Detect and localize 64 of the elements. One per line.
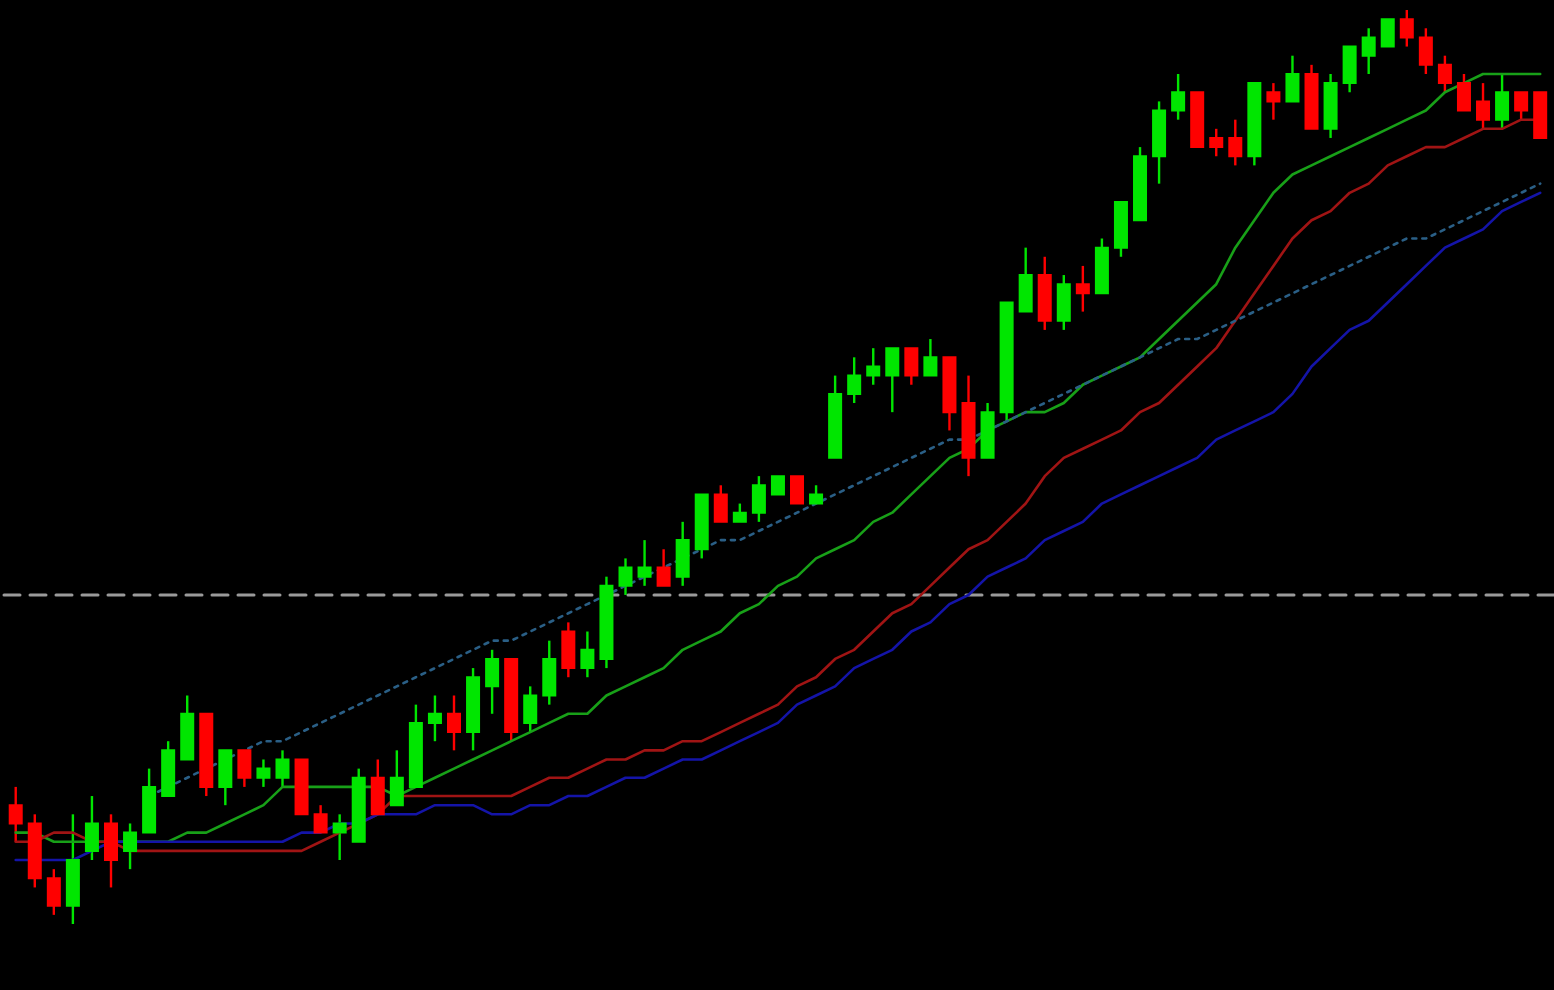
candlestick <box>1113 200 1128 258</box>
candlestick <box>218 749 233 807</box>
candlestick <box>1380 18 1395 48</box>
candlestick <box>580 630 595 679</box>
candlestick <box>1209 127 1224 158</box>
candlestick <box>923 337 938 377</box>
candlestick <box>809 484 824 505</box>
candlestick <box>1037 255 1052 332</box>
candlestick <box>904 346 919 386</box>
candlestick <box>885 346 900 414</box>
candlestick <box>732 502 747 524</box>
candlestick <box>485 648 500 715</box>
candlestick <box>313 803 328 834</box>
candlestick <box>770 475 785 496</box>
candlestick <box>1418 27 1433 76</box>
candlestick <box>1228 118 1243 167</box>
candlestick <box>1056 273 1071 332</box>
candlestick <box>447 694 461 752</box>
candlestick <box>123 822 138 871</box>
candlestick <box>237 749 252 789</box>
candlestick <box>637 538 652 588</box>
candlestick <box>1171 72 1186 121</box>
candlestick <box>713 484 728 524</box>
candlestick <box>427 694 442 743</box>
candlestick <box>1075 264 1090 313</box>
candlestick <box>389 749 404 807</box>
candlestick <box>866 346 881 386</box>
candlestick <box>1342 45 1357 94</box>
candlestick <box>1018 246 1033 313</box>
candlestick <box>1323 72 1338 140</box>
candlestick <box>675 520 690 588</box>
candlestick <box>751 474 766 524</box>
candlestick <box>256 758 271 789</box>
candlestick <box>84 794 99 862</box>
candlestick <box>1495 72 1510 131</box>
candlestick <box>561 621 576 679</box>
candlestick <box>1437 54 1452 94</box>
candlestick <box>46 867 61 917</box>
candlestick <box>180 694 195 761</box>
candlestick <box>1285 54 1300 103</box>
candlestick <box>1514 91 1529 121</box>
candlestick <box>1152 100 1167 185</box>
candlestick <box>542 639 557 706</box>
candlestick <box>104 813 118 889</box>
candlestick <box>847 356 862 405</box>
candlestick <box>142 767 157 834</box>
candlestick <box>1533 91 1548 139</box>
candlestick <box>1266 81 1281 121</box>
candlestick <box>275 749 290 789</box>
candlestick <box>1361 27 1376 76</box>
candlestick <box>1456 72 1471 112</box>
candlestick <box>656 548 671 588</box>
candlestick <box>1399 8 1414 48</box>
candlestick <box>65 813 80 926</box>
candlestick <box>790 475 805 505</box>
candlestick <box>370 758 385 816</box>
candlestick <box>1094 237 1109 295</box>
candlestick <box>161 740 176 798</box>
candlestick <box>8 785 23 843</box>
candlestick <box>980 401 995 460</box>
candlestick <box>332 813 347 862</box>
candlestick <box>1476 81 1491 131</box>
candlestick <box>523 685 538 734</box>
candlestick <box>618 557 633 597</box>
